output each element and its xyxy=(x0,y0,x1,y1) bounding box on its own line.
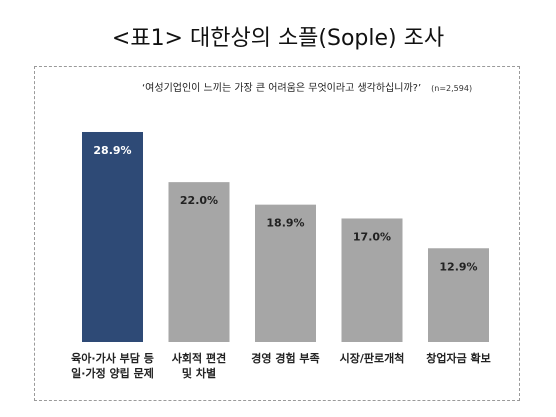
question-text: ‘여성기업인이 느끼는 가장 큰 어려움은 무엇이라고 생각하십니까?’ xyxy=(142,83,422,94)
bar-1 xyxy=(82,131,143,342)
value-label-4: 17.0% xyxy=(353,230,391,243)
category-label-line: 육아·가사 부담 등 xyxy=(71,352,154,365)
category-label-3: 경영 경험 부족 xyxy=(236,351,336,366)
category-label-5: 창업자금 확보 xyxy=(409,351,509,366)
chart-title: <표1> 대한상의 소플(Sople) 조사 xyxy=(111,26,445,51)
sample-size: (n=2,594) xyxy=(431,84,473,93)
survey-question: ‘여성기업인이 느끼는 가장 큰 어려움은 무엇이라고 생각하십니까?’ (n=2… xyxy=(142,79,472,94)
bar-2 xyxy=(168,182,230,342)
category-label-line: 사회적 편견 xyxy=(171,352,227,365)
category-label-line: 일·가정 양립 문제 xyxy=(71,367,154,380)
value-label-3: 18.9% xyxy=(266,217,304,230)
bar-5 xyxy=(428,248,489,342)
category-label-line: 창업자금 확보 xyxy=(426,352,491,365)
value-label-2: 22.0% xyxy=(180,194,218,207)
category-label-line: 및 차별 xyxy=(181,367,217,380)
value-label-5: 12.9% xyxy=(439,260,477,273)
chart-frame xyxy=(34,66,520,401)
category-label-line: 경영 경험 부족 xyxy=(251,352,320,365)
value-label-1: 28.9% xyxy=(93,144,131,157)
bar-3 xyxy=(255,204,316,342)
bar-4 xyxy=(341,218,403,342)
category-label-4: 시장/판로개척 xyxy=(322,351,422,366)
category-label-line: 시장/판로개척 xyxy=(339,352,405,365)
